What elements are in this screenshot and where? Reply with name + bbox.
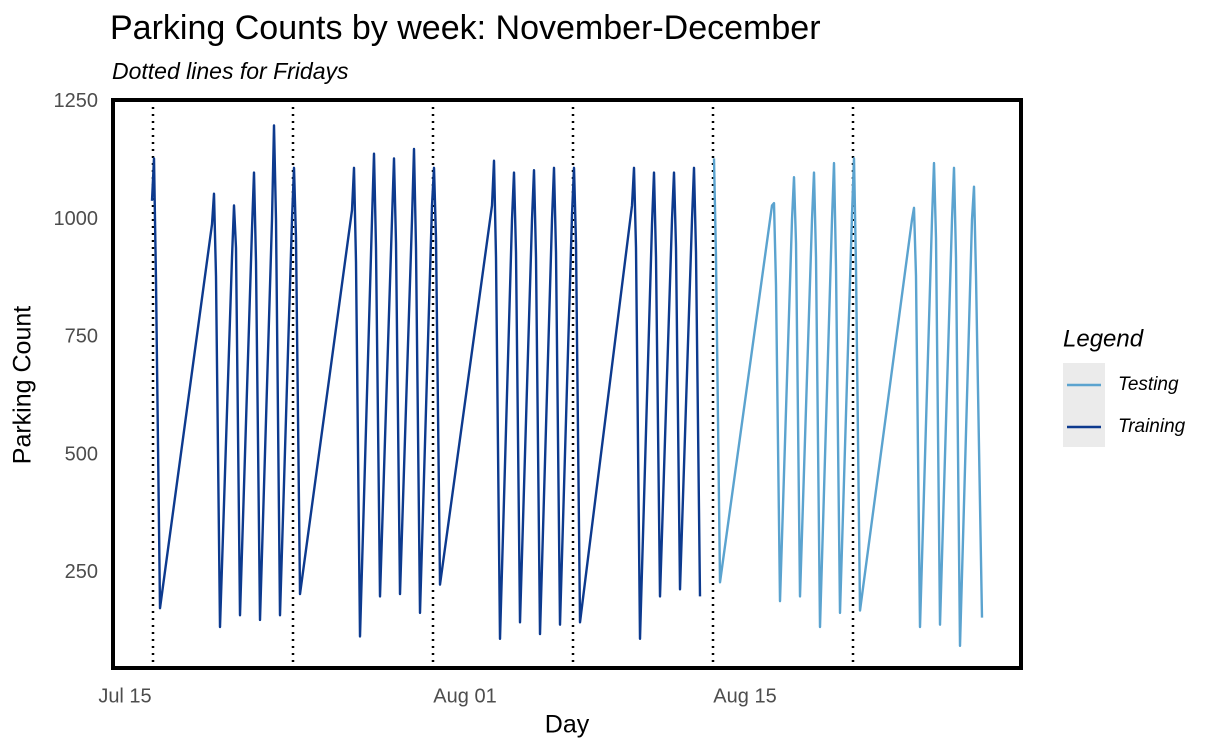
legend-key-bg: [1063, 363, 1105, 447]
legend-label: Training: [1118, 416, 1186, 437]
x-tick-label: Jul 15: [98, 685, 151, 707]
x-tick-label: Aug 15: [713, 685, 776, 707]
legend-label: Testing: [1118, 374, 1179, 395]
x-axis-title: Day: [545, 711, 590, 739]
y-tick-label: 1000: [54, 208, 99, 230]
x-tick-label: Aug 01: [433, 685, 496, 707]
plot-border: [111, 98, 1023, 670]
y-tick-label: 500: [65, 443, 98, 465]
y-tick-label: 1250: [54, 90, 99, 112]
y-tick-label: 250: [65, 561, 98, 583]
y-axis-title: Parking Count: [9, 306, 37, 464]
chart-title: Parking Counts by week: November-Decembe…: [110, 9, 821, 47]
legend-title: Legend: [1063, 325, 1144, 352]
chart-subtitle: Dotted lines for Fridays: [112, 58, 349, 84]
data-line: [712, 157, 984, 648]
data-line: [150, 124, 702, 640]
y-tick-label: 750: [65, 326, 98, 348]
